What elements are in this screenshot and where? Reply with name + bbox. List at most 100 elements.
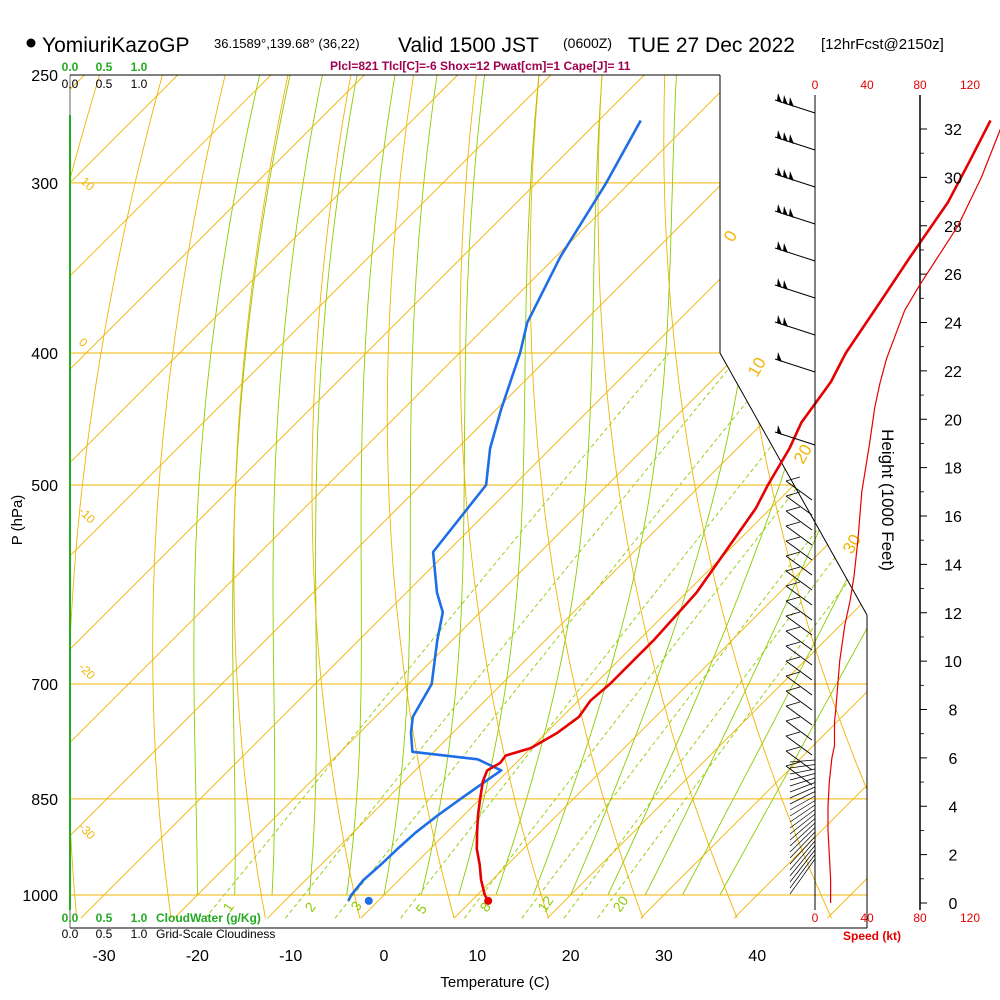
mixing-ratio-line	[205, 352, 670, 919]
height-tick-label: 30	[944, 170, 962, 187]
wind-barb-shaft	[785, 525, 813, 546]
moist-adiabat-line	[495, 75, 603, 896]
isotherm-label: 10	[744, 354, 770, 380]
pressure-tick-label: 850	[31, 792, 58, 809]
wind-barb-feather	[785, 641, 801, 647]
header: YomiuriKazoGP 36.1589°,139.68° (36,22) V…	[26, 34, 944, 73]
wind-barb-flag	[777, 130, 782, 140]
cloud-water-bottom-tick: 1.0	[131, 911, 148, 925]
isotherm-line	[826, 75, 867, 919]
wind-barb-shaft	[785, 540, 813, 561]
wind-barb	[774, 130, 816, 151]
mixing-ratio-line	[400, 352, 846, 919]
wind-barb	[785, 716, 813, 741]
wind-barb-feather	[785, 506, 801, 512]
cloudiness-bottom-tick: 0.5	[96, 927, 113, 941]
wind-barb-shaft	[785, 495, 813, 516]
wind-barb	[789, 764, 816, 769]
mixing-ratio-line	[563, 352, 867, 919]
mixing-ratio-label: 5	[412, 901, 430, 917]
wind-barb-flag	[783, 169, 788, 179]
wind-speed-line	[827, 128, 1000, 903]
temperature-profile	[475, 119, 992, 902]
wind-barb-shaft	[785, 480, 813, 501]
wind-barb-shaft	[789, 800, 816, 817]
wind-barb	[785, 491, 813, 516]
wind-barb	[785, 641, 813, 666]
height-tick-label: 20	[944, 412, 962, 429]
wind-barb	[785, 521, 813, 546]
isotherm-line	[70, 75, 645, 919]
height-tick-label: 8	[949, 703, 958, 720]
wind-barb-shaft	[789, 777, 816, 787]
sounding-indices: Plcl=821 Tlcl[C]=-6 Shox=12 Pwat[cm]=1 C…	[330, 59, 631, 73]
moist-adiabat-line	[271, 75, 323, 896]
wind-barb-flag	[789, 208, 794, 218]
wind-barb	[785, 476, 813, 501]
dry-adiabat-line	[233, 75, 289, 919]
wind-barb	[785, 686, 813, 711]
height-tick-label: 4	[949, 799, 958, 816]
station-bullet-icon	[26, 38, 36, 48]
wind-barb	[789, 858, 816, 895]
cloudiness-top-tick: 0.0	[62, 77, 79, 91]
wind-barb	[789, 795, 816, 811]
moist-adiabat-line	[458, 75, 540, 896]
wind-barb	[789, 773, 816, 781]
wind-barb-shaft	[789, 809, 816, 829]
wind-barb	[789, 800, 816, 817]
wind-barb-feather	[785, 536, 801, 542]
pressure-axis-label: P (hPa)	[9, 495, 26, 546]
temperature-tick-label: 40	[748, 948, 766, 965]
cloud-water-top-tick: 1.0	[131, 60, 148, 74]
wind-barb	[789, 768, 816, 775]
valid-date: TUE 27 Dec 2022	[628, 34, 795, 57]
moist-adiabats	[193, 75, 867, 896]
speed-top-tick: 40	[860, 78, 874, 92]
height-tick-label: 10	[944, 654, 962, 671]
wind-barb-shaft	[789, 782, 816, 793]
wind-barb	[774, 241, 816, 262]
cloudiness-bottom-tick: 0.0	[62, 927, 79, 941]
wind-barb-shaft	[789, 858, 816, 895]
wind-barb-shaft	[789, 822, 816, 847]
wind-barb-shaft	[789, 845, 816, 877]
temperature-tick-label: -30	[93, 948, 116, 965]
cloudiness-bottom-tick: 1.0	[131, 927, 148, 941]
height-tick-label: 0	[949, 896, 958, 913]
isotherm-line	[70, 75, 272, 919]
wind-barb-shaft	[785, 555, 813, 576]
isotherms	[70, 75, 867, 919]
wind-barb-shaft	[785, 690, 813, 711]
cloud-water-bottom-tick: 0.5	[96, 911, 113, 925]
wind-barb-feather	[785, 701, 801, 707]
wind-barb	[789, 836, 816, 865]
height-tick-label: 12	[944, 606, 962, 623]
valid-zulu: (0600Z)	[563, 35, 612, 51]
wind-barb-flag	[783, 243, 788, 253]
wind-barb-feather	[785, 761, 801, 767]
isotherm-line	[453, 75, 867, 919]
wind-barb-shaft	[789, 804, 816, 823]
wind-barb-shaft	[785, 630, 813, 651]
wind-barb	[785, 656, 813, 681]
wind-barb-shaft	[785, 570, 813, 591]
wind-barb	[774, 204, 816, 225]
cloud-water-top-tick: 0.0	[62, 60, 79, 74]
moist-adiabat-line	[193, 75, 261, 895]
dewpoint-profile	[347, 119, 642, 902]
mixing-ratio-line	[597, 352, 867, 919]
mixing-ratio-label: 2	[301, 899, 319, 915]
wind-barb	[789, 849, 816, 883]
wind-barb-shaft	[785, 750, 813, 771]
cloudiness-top-tick: 1.0	[131, 77, 148, 91]
wind-barb	[785, 701, 813, 726]
temperature-tick-label: 20	[562, 948, 580, 965]
isotherm-line	[173, 75, 867, 919]
temperature-tick-label: 0	[380, 948, 389, 965]
isotherm-line	[70, 75, 458, 919]
wind-barb-flag	[783, 317, 788, 327]
isotherm-label: -30	[76, 820, 98, 842]
valid-time: Valid 1500 JST	[398, 34, 539, 57]
wind-barb	[774, 278, 816, 299]
